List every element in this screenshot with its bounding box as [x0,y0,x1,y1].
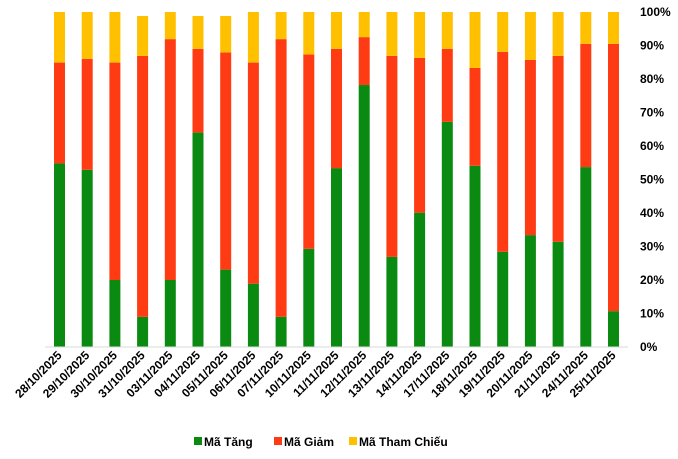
bar-segment-down [608,43,619,312]
bar-segment-ref [524,12,536,60]
y-tick-label: 10% [640,307,664,321]
bar-segment-down [247,62,259,284]
x-axis-ticks: 28/10/202529/10/202530/10/202531/10/2025… [12,348,619,401]
y-tick-label: 100% [640,5,671,19]
bar-segment-ref [109,12,121,63]
bar-segment-up [608,311,619,347]
bar-segment-up [552,241,564,347]
bar-segment-up [524,235,536,347]
bar-segment-down [109,62,121,281]
y-tick-label: 60% [640,139,664,153]
bar-segment-ref [608,12,619,44]
bar-segment-ref [247,12,259,63]
bar-segment-down [81,58,93,170]
bar-segment-up [414,212,426,347]
y-tick-label: 20% [640,273,664,287]
bar-segment-up [331,168,342,347]
bar-segment-down [358,37,370,86]
legend: Mã Tăng Mã Giảm Mã Tham Chiếu [194,435,448,449]
bar-segment-down [275,39,287,317]
bar-segment-down [220,52,232,270]
bar-segment-up [497,251,509,347]
bar-segment-up [469,165,481,347]
bar-segment-up [220,269,232,347]
bars-group [54,12,619,347]
bar-segment-ref [164,12,176,40]
bar-segment-ref [331,12,342,49]
bar-segment-ref [414,12,426,58]
bar-segment-up [441,121,453,347]
bar-segment-up [303,248,315,347]
bar-segment-down [552,55,564,242]
y-axis-ticks: 0% 10% 20% 30% 40% 50% 60% 70% 80% 90% 100% [640,5,671,354]
y-tick-label: 0% [640,340,658,354]
y-tick-label: 50% [640,173,664,187]
bar-segment-down [54,62,65,164]
bar-segment-ref [81,12,93,59]
bar-segment-ref [552,12,564,56]
y-tick-label: 30% [640,240,664,254]
legend-label: Mã Giảm [284,435,334,449]
bar-segment-ref [386,12,398,56]
legend-swatch [349,437,357,445]
bar-segment-up [275,316,287,347]
bar-segment-up [358,85,370,347]
bar-segment-up [580,167,592,347]
bar-segment-up [81,169,93,347]
bar-segment-down [192,48,204,133]
bar-segment-down [580,43,592,168]
bar-segment-down [441,48,453,122]
bar-segment-down [524,59,536,236]
y-tick-label: 90% [640,39,664,53]
bar-segment-up [247,283,259,347]
bar-segment-up [192,132,204,347]
bar-segment-down [386,55,398,257]
y-tick-label: 40% [640,206,664,220]
legend-swatch [194,437,202,445]
bar-segment-ref [497,12,509,52]
y-tick-label: 80% [640,72,664,86]
bar-segment-down [303,54,315,249]
bar-segment-down [164,39,176,281]
bar-segment-up [164,280,176,347]
bar-segment-down [469,67,481,166]
bar-segment-up [54,163,65,347]
bar-segment-ref [303,12,315,55]
legend-label: Mã Tăng [204,435,253,449]
bar-segment-ref [358,12,370,38]
bar-segment-ref [137,16,149,56]
bar-segment-up [386,256,398,347]
bar-segment-ref [192,16,204,49]
y-tick-label: 70% [640,106,664,120]
bar-segment-down [497,51,509,252]
bar-segment-up [109,280,121,347]
bar-segment-up [137,316,149,347]
bar-segment-ref [469,12,481,68]
bar-segment-down [137,55,149,317]
bar-segment-ref [54,12,65,63]
bar-segment-ref [220,16,232,53]
bar-segment-ref [441,12,453,49]
bar-segment-down [331,48,342,169]
bar-segment-down [414,57,426,213]
legend-swatch [274,437,282,445]
bar-segment-ref [580,12,592,44]
bar-segment-ref [275,12,287,40]
legend-label: Mã Tham Chiếu [359,435,448,449]
